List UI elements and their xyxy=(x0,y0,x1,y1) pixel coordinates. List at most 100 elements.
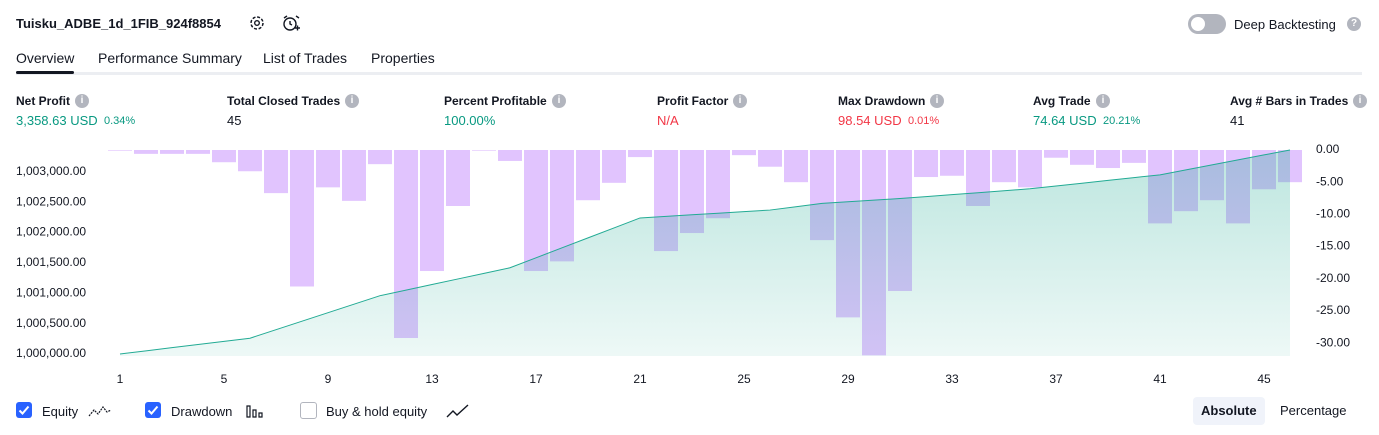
equity-icon xyxy=(88,406,112,417)
drawdown-bar xyxy=(524,150,548,272)
scale-mode-button[interactable]: Absolute xyxy=(1193,397,1265,425)
metric-value: 45 xyxy=(227,113,242,128)
deep-backtesting-toggle[interactable] xyxy=(1188,14,1226,34)
info-icon[interactable]: i xyxy=(552,94,566,108)
drawdown-bar xyxy=(628,150,652,158)
y-tick-label: 1,001,000.00 xyxy=(16,285,86,299)
strategy-title: Tuisku_ADBE_1d_1FIB_924f8854 xyxy=(16,16,221,31)
metric-percent: 20.21% xyxy=(1103,115,1141,127)
y2-tick-label: 0.00 xyxy=(1316,142,1340,156)
info-icon[interactable]: i xyxy=(345,94,359,108)
info-icon[interactable]: i xyxy=(1353,94,1367,108)
drawdown-bar xyxy=(212,150,236,163)
drawdown-bar xyxy=(576,150,600,201)
y2-tick-label: -25.00 xyxy=(1316,303,1350,317)
x-tick-label: 29 xyxy=(841,372,855,386)
y2-tick-label: -5.00 xyxy=(1316,174,1344,188)
tab-underline xyxy=(16,71,74,74)
legend-label: Equity xyxy=(42,404,79,419)
alert-icon[interactable] xyxy=(281,13,301,33)
metric-value: 100.00% xyxy=(444,113,496,128)
equity-area xyxy=(120,150,1290,356)
x-tick-label: 9 xyxy=(325,372,332,386)
x-tick-label: 45 xyxy=(1257,372,1271,386)
drawdown-bar xyxy=(732,150,756,156)
metric-label: Avg # Bars in Trades xyxy=(1230,94,1349,108)
metric-label: Max Drawdown xyxy=(838,94,926,108)
metric-label: Total Closed Trades xyxy=(227,94,341,108)
metric-value: 98.54 USD xyxy=(838,113,902,128)
drawdown-bar xyxy=(784,150,808,183)
buy-hold-icon xyxy=(446,404,469,418)
y2-tick-label: -30.00 xyxy=(1316,335,1350,349)
x-tick-label: 5 xyxy=(221,372,228,386)
checkbox[interactable] xyxy=(16,402,32,418)
drawdown-bar xyxy=(134,150,158,154)
checkbox[interactable] xyxy=(145,402,161,418)
metric-value: N/A xyxy=(657,113,679,128)
equity-line xyxy=(119,149,1291,355)
metric-percent: 0.01% xyxy=(908,115,940,127)
drawdown-bar xyxy=(420,150,444,272)
drawdown-bar xyxy=(472,150,496,151)
tab[interactable]: List of Trades xyxy=(263,50,348,66)
y-tick-label: 1,002,000.00 xyxy=(16,225,86,239)
drawdown-bar xyxy=(290,150,314,287)
info-icon[interactable]: i xyxy=(930,94,944,108)
toggle-knob xyxy=(1191,17,1205,31)
drawdown-bar xyxy=(316,150,340,188)
y2-tick-label: -15.00 xyxy=(1316,239,1350,253)
info-icon[interactable]: i xyxy=(1096,94,1110,108)
drawdown-bar xyxy=(1044,150,1068,158)
drawdown-bar xyxy=(342,150,366,201)
metric-percent: 0.34% xyxy=(104,115,136,127)
scale-mode-button[interactable]: Percentage xyxy=(1280,403,1347,418)
drawdown-bar xyxy=(238,150,262,172)
drawdown-bar xyxy=(706,150,730,219)
drawdown-bar xyxy=(186,150,210,154)
tab-separator xyxy=(16,72,1362,75)
x-tick-label: 33 xyxy=(945,372,959,386)
y2-tick-label: -20.00 xyxy=(1316,271,1350,285)
y-tick-label: 1,000,000.00 xyxy=(16,346,86,360)
drawdown-bar xyxy=(368,150,392,165)
drawdown-bar xyxy=(550,150,574,262)
x-tick-label: 13 xyxy=(425,372,439,386)
metric-value: 41 xyxy=(1230,113,1245,128)
x-tick-label: 37 xyxy=(1049,372,1063,386)
y2-tick-label: -10.00 xyxy=(1316,207,1350,221)
x-tick-label: 17 xyxy=(529,372,543,386)
checkbox[interactable] xyxy=(300,402,317,419)
y-tick-label: 1,002,500.00 xyxy=(16,194,86,208)
metric-value: 3,358.63 USD xyxy=(16,113,98,128)
metric-label: Avg Trade xyxy=(1033,94,1091,108)
drawdown-bar xyxy=(914,150,938,178)
legend-label: Buy & hold equity xyxy=(326,404,428,419)
drawdown-bar xyxy=(1122,150,1146,163)
drawdown-bar xyxy=(264,150,288,194)
drawdown-bar xyxy=(446,150,470,207)
metric-label: Net Profit xyxy=(16,94,70,108)
drawdown-bar xyxy=(758,150,782,167)
x-tick-label: 41 xyxy=(1153,372,1167,386)
drawdown-bar xyxy=(498,150,522,161)
deep-backtesting-label: Deep Backtesting xyxy=(1234,17,1336,32)
info-icon[interactable]: i xyxy=(733,94,747,108)
check-mark xyxy=(147,405,159,415)
drawdown-bar xyxy=(992,150,1016,183)
drawdown-bar xyxy=(940,150,964,176)
x-tick-label: 21 xyxy=(633,372,647,386)
tab[interactable]: Properties xyxy=(371,50,435,66)
tab[interactable]: Overview xyxy=(16,50,75,66)
drawdown-bar xyxy=(1070,150,1094,165)
info-icon[interactable]: i xyxy=(75,94,89,108)
tab[interactable]: Performance Summary xyxy=(98,50,242,66)
metric-value: 74.64 USD xyxy=(1033,113,1097,128)
help-icon[interactable]: ? xyxy=(1347,17,1361,31)
x-tick-label: 25 xyxy=(737,372,751,386)
x-tick-label: 1 xyxy=(117,372,124,386)
metric-label: Profit Factor xyxy=(657,94,729,108)
settings-icon[interactable] xyxy=(248,14,266,32)
